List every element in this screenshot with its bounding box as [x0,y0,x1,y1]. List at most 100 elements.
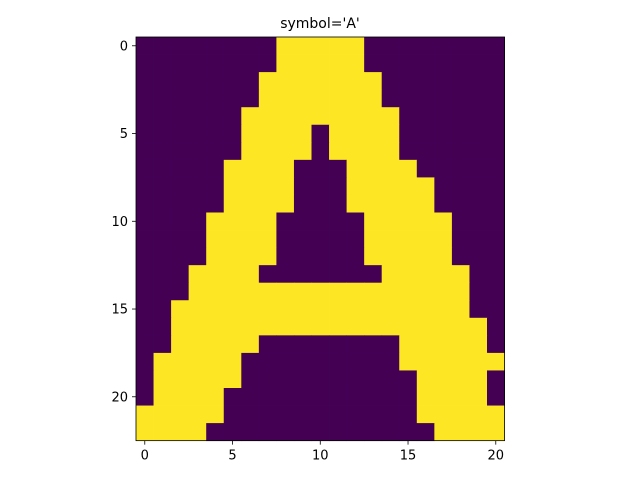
heatmap-cell [171,194,190,213]
heatmap-cell [381,89,400,108]
heatmap-cell [171,159,190,178]
heatmap-cell [329,282,347,301]
heatmap-cell [329,107,347,126]
heatmap-cell [241,194,260,213]
heatmap-cell [469,247,488,266]
heatmap-cell [469,54,488,73]
heatmap-cell [364,107,383,126]
heatmap-cell [346,388,365,406]
heatmap-cell [381,72,400,91]
heatmap-cell [206,212,225,231]
heatmap-cell [311,142,330,161]
heatmap-cell [311,423,330,442]
x-tick-label: 5 [228,449,236,464]
heatmap-cell [293,194,312,213]
heatmap-cell [434,159,453,178]
heatmap-cell [381,142,400,161]
y-tick-label: 10 [111,215,128,230]
heatmap-cell [241,405,260,424]
heatmap-cell [399,265,418,284]
heatmap-cell [451,124,470,143]
heatmap-cell [241,423,260,442]
heatmap-cell [136,230,154,248]
heatmap-cell [487,159,505,178]
heatmap-cell [188,89,207,108]
heatmap-cell [469,142,488,161]
x-tick-label: 0 [141,449,149,464]
chart-title: symbol='A' [280,16,360,32]
heatmap-cell [399,423,418,442]
heatmap-cell [469,124,488,143]
heatmap-cell [329,230,347,248]
heatmap-cell [311,124,330,143]
heatmap-cell [487,388,505,406]
heatmap-cell [416,265,435,284]
heatmap-cell [487,370,505,389]
heatmap-cell [329,335,347,354]
heatmap-cell [171,37,190,55]
heatmap-cell [206,388,225,406]
heatmap-cell [487,282,505,301]
heatmap-cell [276,265,295,284]
heatmap-cell [346,107,365,126]
heatmap-cell [311,54,330,73]
heatmap-cell [469,370,488,389]
heatmap-cell [346,177,365,196]
heatmap-cell [416,107,435,126]
heatmap-cell [381,230,400,248]
heatmap-cell [136,282,154,301]
heatmap-cell [188,124,207,143]
heatmap-cell [311,194,330,213]
heatmap-cell [223,89,242,108]
heatmap-cell [136,212,154,231]
heatmap-cell [223,388,242,406]
heatmap-cell [171,352,190,371]
heatmap-cell [136,335,154,354]
heatmap-cell [451,177,470,196]
heatmap-cell [416,54,435,73]
heatmap-cell [311,230,330,248]
heatmap-cell [293,247,312,266]
heatmap-cell [346,282,365,301]
heatmap-cell [469,72,488,91]
heatmap-cell [241,124,260,143]
heatmap-cell [451,265,470,284]
heatmap-cell [487,54,505,73]
heatmap-cell [293,317,312,336]
heatmap-cell [329,72,347,91]
heatmap-cell [346,212,365,231]
heatmap-cell [276,352,295,371]
heatmap-cell [293,282,312,301]
heatmap-cell [276,230,295,248]
heatmap-cell [346,72,365,91]
heatmap-cell [311,352,330,371]
heatmap-cell [399,247,418,266]
heatmap-cell [346,335,365,354]
heatmap-cell [258,405,277,424]
heatmap-cell [487,89,505,108]
heatmap-cell [399,72,418,91]
heatmap-cell [188,423,207,442]
heatmap-cell [364,317,383,336]
heatmap-cell [364,423,383,442]
heatmap-cell [381,212,400,231]
heatmap-cell [153,230,172,248]
heatmap-cell [381,335,400,354]
heatmap-cell [434,405,453,424]
heatmap-cell [276,72,295,91]
heatmap-cell [223,107,242,126]
heatmap-cell [399,124,418,143]
heatmap-cell [346,54,365,73]
heatmap-cell [223,335,242,354]
heatmap-cell [276,423,295,442]
heatmap-cell [293,54,312,73]
heatmap-cell [153,177,172,196]
heatmap-cell [206,37,225,55]
heatmap-cell [469,212,488,231]
heatmap-cell [469,335,488,354]
heatmap-cell [241,265,260,284]
heatmap-cell [434,230,453,248]
heatmap-cell [487,230,505,248]
heatmap-cell [381,352,400,371]
